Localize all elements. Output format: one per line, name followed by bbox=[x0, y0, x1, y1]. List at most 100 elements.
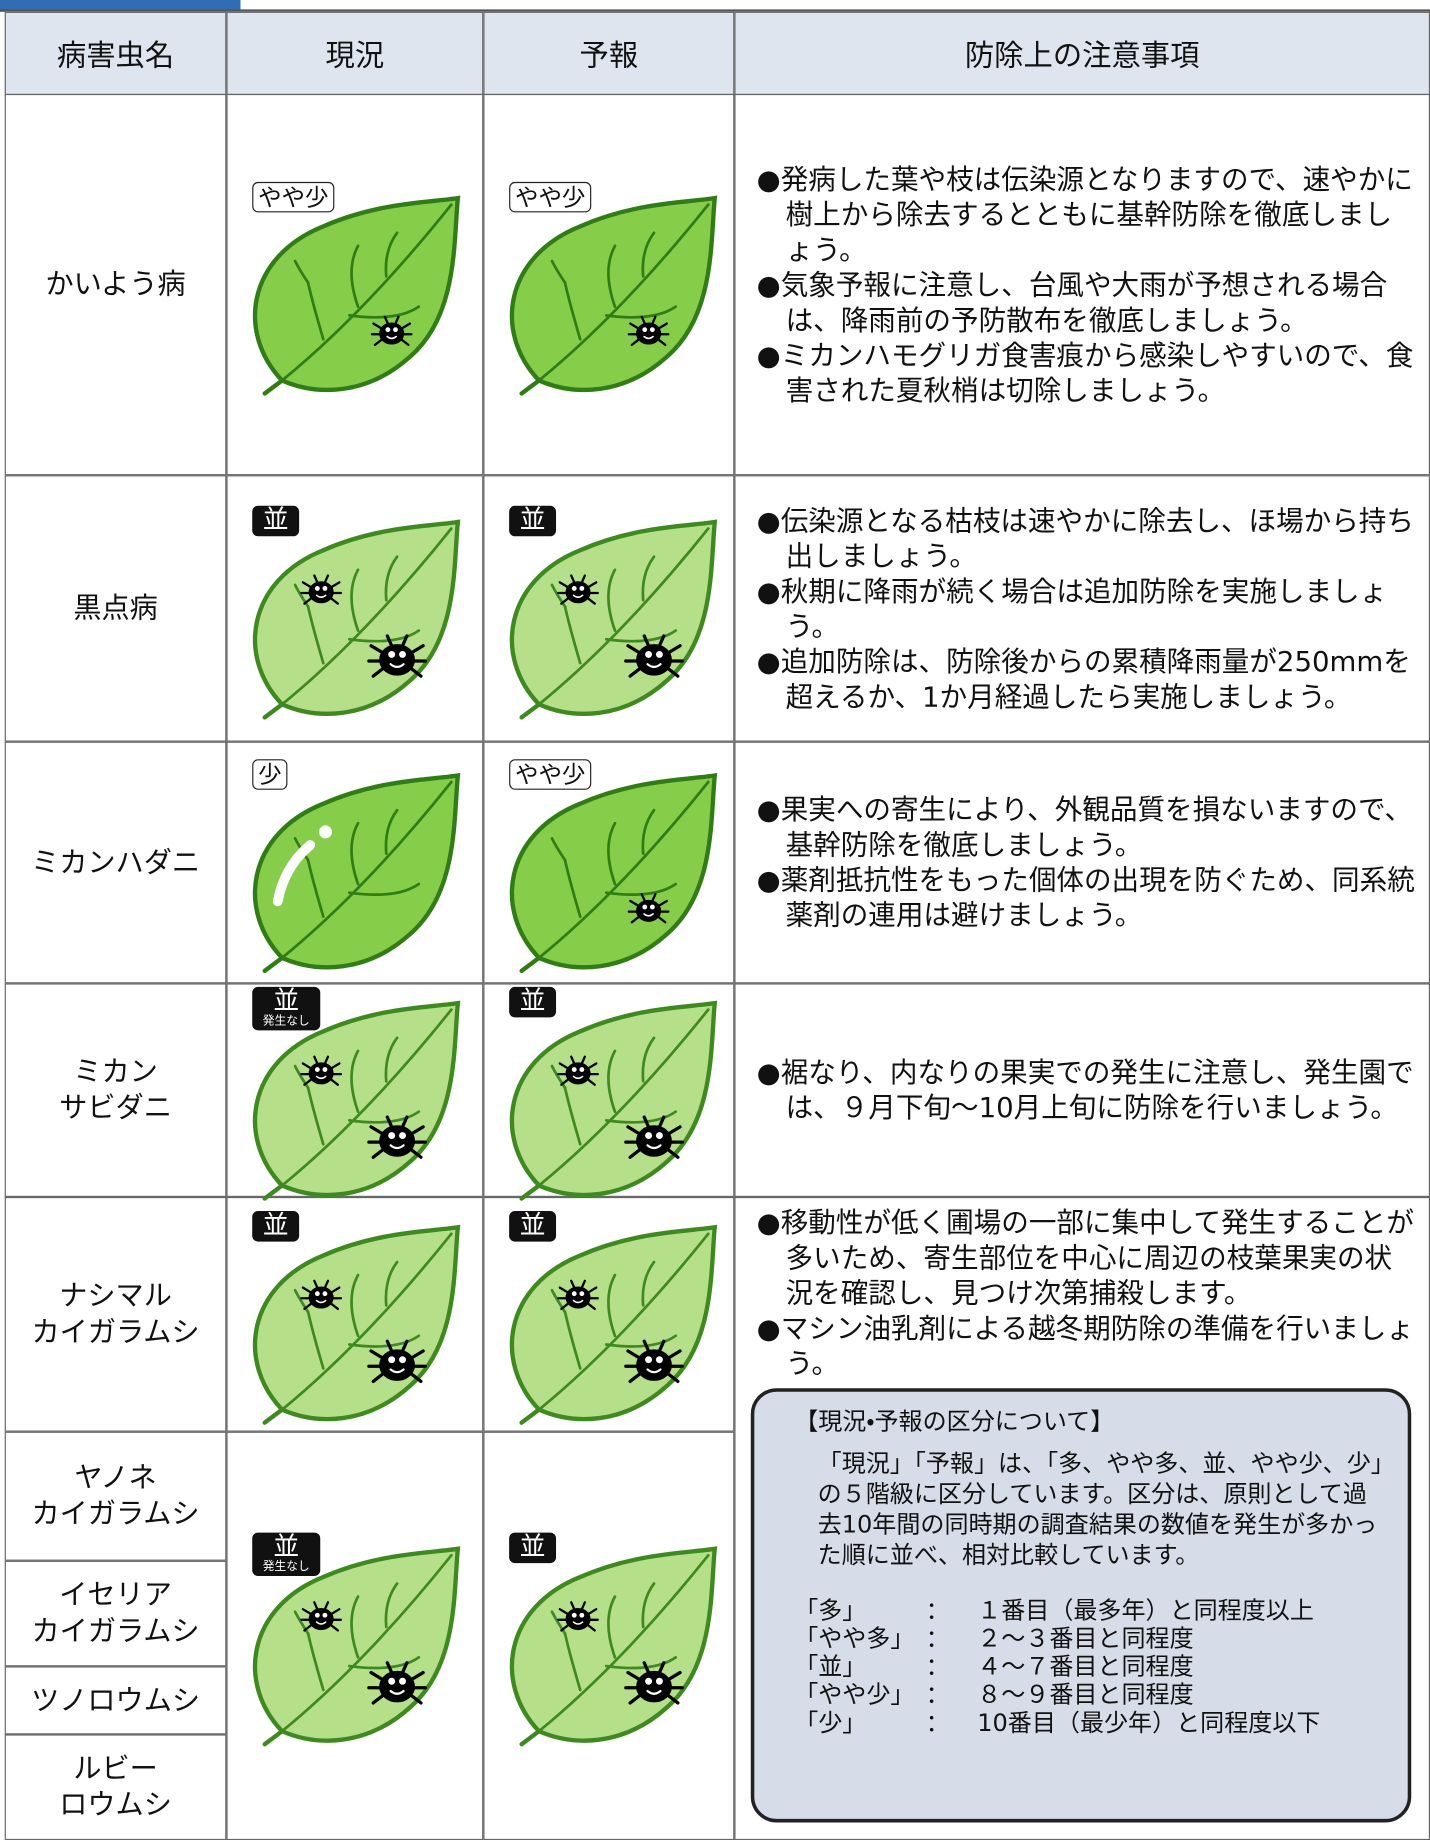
note: ●発病した葉や枝は伝染源となりますので、速やかに樹上から除去するとともに基幹防除… bbox=[756, 162, 1413, 266]
legend-cell: ： bbox=[925, 1595, 950, 1625]
badge-text: 並 bbox=[262, 1211, 289, 1241]
leaf-cell bbox=[226, 475, 484, 742]
leaf bbox=[502, 517, 719, 724]
header-text: 病害虫名 bbox=[56, 38, 175, 73]
leaf-icon bbox=[509, 518, 718, 719]
legend-box: 【現況・予報の区分について】「現況」「予報」は、「多、やや多、並、やや少、少」の… bbox=[750, 1388, 1412, 1823]
leaf-icon bbox=[509, 1546, 718, 1747]
badge-text: 並 bbox=[519, 505, 546, 535]
badge-text: やや少 bbox=[514, 760, 586, 789]
legend-cell: ２～３番目と同程度 bbox=[977, 1624, 1194, 1653]
leaf-cell bbox=[483, 741, 735, 984]
badge-text: 並 bbox=[262, 505, 289, 535]
note: ●伝染源となる枯枝は速やかに除去し、ほ場から持ち出しましょう。 bbox=[756, 504, 1414, 573]
notes-cell: ●伝染源となる枯枝は速やかに除去し、ほ場から持ち出しましょう。 ●秋期に降雨が続く… bbox=[734, 475, 1430, 742]
level-badge: 並 bbox=[252, 1211, 300, 1242]
pest-name-cell: ツノロウムシ bbox=[4, 1666, 227, 1735]
legend-item: 「少」 ： 10番目（最少年）と同程度以下 bbox=[794, 1709, 1384, 1737]
leaf bbox=[245, 193, 462, 400]
legend-cell: ： bbox=[925, 1680, 950, 1709]
pest-name: カイガラムシ bbox=[31, 1315, 200, 1349]
leaf-icon bbox=[252, 1224, 461, 1425]
leaf-icon bbox=[252, 772, 461, 974]
leaf-icon bbox=[509, 772, 718, 974]
legend-item: 「やや少」 ： ８～９番目と同程度 bbox=[794, 1680, 1384, 1708]
pest-name-cell: ナシマル カイガラムシ bbox=[4, 1196, 227, 1432]
header-text: 予報 bbox=[579, 38, 639, 73]
tab bbox=[0, 0, 241, 12]
notes-cell: ●果実への寄生により、外観品質を損ないますので、基幹防除を徹底しましょう。 ●薬剤… bbox=[734, 741, 1430, 984]
leaf-cell bbox=[483, 983, 735, 1197]
leaf bbox=[245, 999, 462, 1206]
legend-title: 【現況・予報の区分について】 bbox=[794, 1407, 1115, 1436]
legend-body: 「現況」「予報」は、「多、やや多、並、やや少、少」の５階級に区分しています。区分… bbox=[817, 1449, 1383, 1569]
note: ●移動性が低く圃場の一部に集中して発生することが多いため、寄生部位を中心に周辺の… bbox=[756, 1206, 1414, 1310]
note: ●ミカンハモグリガ食害痕から感染しやすいので、食害された夏秋梢は切除しましょう。 bbox=[756, 338, 1414, 407]
leaf-cell bbox=[483, 1431, 735, 1840]
note: ●マシン油乳剤による越冬期防除の準備を行いましょう。 bbox=[756, 1311, 1414, 1381]
leaf-cell bbox=[483, 93, 735, 476]
badge-text: やや少 bbox=[514, 182, 586, 211]
level-badge: 並発生なし bbox=[252, 986, 321, 1031]
pest-name: イセリア bbox=[59, 1578, 172, 1612]
legend-cell: ４～７番目と同程度 bbox=[977, 1652, 1194, 1681]
header-cell: 現況 bbox=[226, 11, 484, 96]
badge-text: 並 bbox=[273, 986, 300, 1017]
badge-subtext: 発生なし bbox=[262, 1015, 310, 1028]
header-text: 防除上の注意事項 bbox=[964, 38, 1200, 73]
legend-cell: 「多」 bbox=[794, 1595, 867, 1625]
pest-name-cell: かいよう病 bbox=[4, 93, 227, 476]
pest-name: サビダニ bbox=[59, 1091, 172, 1125]
level-badge: 並発生なし bbox=[252, 1532, 321, 1577]
leaf-icon bbox=[252, 1000, 461, 1201]
pest-name: 黒点病 bbox=[73, 591, 158, 625]
level-badge: 少 bbox=[252, 759, 288, 790]
pest-name: カイガラムシ bbox=[31, 1497, 200, 1531]
pest-name: かいよう病 bbox=[45, 267, 186, 301]
badge-text: 並 bbox=[519, 986, 546, 1017]
leaf-cell bbox=[226, 93, 484, 476]
leaf bbox=[245, 1223, 462, 1430]
leaf bbox=[245, 771, 462, 978]
legend-item: 「多」 ： １番目（最多年）と同程度以上 bbox=[794, 1596, 1384, 1624]
header-cell: 病害虫名 bbox=[4, 11, 227, 96]
legend-cell: 「並」 bbox=[794, 1652, 867, 1681]
leaf-icon bbox=[509, 1000, 718, 1201]
badge-subtext: 発生なし bbox=[262, 1560, 310, 1574]
notes-cell: ●発病した葉や枝は伝染源となりますので、速やかに樹上から除去するとともに基幹防除… bbox=[734, 93, 1430, 476]
header-cell: 予報 bbox=[483, 11, 735, 96]
legend-cell: ： bbox=[925, 1708, 950, 1737]
level-badge: やや少 bbox=[509, 181, 592, 212]
level-badge: 並 bbox=[252, 505, 300, 536]
note: ●果実への寄生により、外観品質を損ないますので、基幹防除を徹底しましょう。 bbox=[756, 793, 1413, 862]
header-cell: 防除上の注意事項 bbox=[734, 11, 1430, 96]
pest-name-cell: イセリア カイガラムシ bbox=[4, 1560, 227, 1667]
note: ●気象予報に注意し、台風や大雨が予想される場合は、降雨前の予防散布を徹底しましょ… bbox=[756, 268, 1388, 337]
pest-name-cell: ヤノネ カイガラムシ bbox=[4, 1431, 227, 1561]
pest-name: ヤノネ bbox=[74, 1461, 157, 1494]
level-badge: 並 bbox=[509, 505, 557, 536]
legend-cell: ： bbox=[925, 1652, 950, 1681]
pest-name: ルビー bbox=[73, 1752, 158, 1785]
notes-cell: ●裾なり、内なりの果実での発生に注意し、発生園では、９月下旬～10月上旬に防除を… bbox=[734, 983, 1430, 1197]
badge-text: やや少 bbox=[258, 182, 329, 211]
legend-cell: １番目（最多年）と同程度以上 bbox=[977, 1595, 1314, 1625]
leaf bbox=[245, 517, 462, 724]
note: ●裾なり、内なりの果実での発生に注意し、発生園では、９月下旬～10月上旬に防除を… bbox=[756, 1056, 1414, 1125]
legend-cell: ： bbox=[925, 1624, 950, 1653]
badge-text: 並 bbox=[273, 1532, 300, 1562]
legend-cell: 「やや多」 bbox=[794, 1624, 915, 1653]
pest-name: ロウムシ bbox=[59, 1788, 172, 1822]
legend-item: 「並」 ： ４～７番目と同程度 bbox=[794, 1652, 1384, 1680]
notes-cell: ●移動性が低く圃場の一部に集中して発生することが多いため、寄生部位を中心に周辺の… bbox=[734, 1196, 1430, 1840]
level-badge: やや少 bbox=[252, 181, 335, 212]
pest-name: ツノロウムシ bbox=[31, 1683, 201, 1717]
leaf-icon bbox=[252, 194, 461, 396]
badge-text: 並 bbox=[519, 1211, 546, 1241]
leaf-icon bbox=[252, 1546, 461, 1747]
level-badge: やや少 bbox=[509, 759, 592, 790]
pest-name: ミカンハダニ bbox=[31, 845, 201, 879]
pest-name-cell: ミカンハダニ bbox=[4, 741, 227, 984]
leaf bbox=[502, 193, 719, 400]
